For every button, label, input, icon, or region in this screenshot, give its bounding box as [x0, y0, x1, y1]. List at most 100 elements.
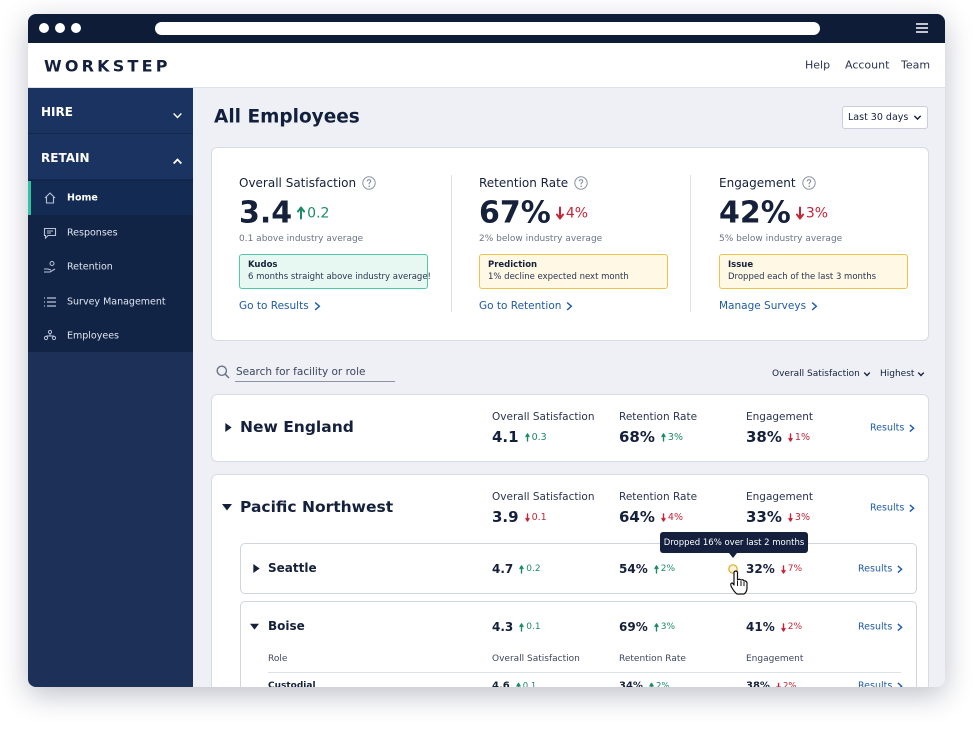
change-arrow — [781, 622, 786, 632]
chevron — [863, 372, 871, 377]
site-card[interactable] — [240, 543, 917, 594]
tooltip: Dropped 16% over last 2 months — [660, 532, 808, 553]
summary-link[interactable]: Manage Surveys — [719, 300, 820, 312]
link-text: Manage Surveys — [719, 300, 807, 312]
change: 4% — [555, 205, 588, 221]
change-text: 0.2 — [307, 205, 330, 221]
tooltip-text: Dropped 16% over last 2 months — [663, 537, 805, 548]
stat: 4.1 0.3 — [492, 428, 547, 446]
stat: 69% 3% — [619, 620, 675, 634]
window-dot — [71, 23, 81, 33]
change: 2% — [781, 622, 802, 632]
address-bar — [155, 22, 820, 35]
sort-select[interactable]: Highest — [880, 369, 925, 379]
metric-label: Overall Satisfaction — [492, 411, 595, 423]
stat: 68% 3% — [619, 428, 683, 446]
change-text: 3% — [794, 511, 810, 523]
help-icon — [574, 176, 588, 190]
site-card[interactable] — [240, 601, 917, 687]
results-link[interactable]: Results — [858, 680, 905, 688]
change-text: 2% — [787, 622, 803, 632]
link-text: Results — [858, 563, 893, 575]
chevron-wrap — [172, 106, 183, 125]
summary-label-text: Retention Rate — [479, 176, 569, 190]
sidebar-item-label: Employees — [67, 330, 119, 342]
metric-label: Overall Satisfaction — [492, 491, 595, 503]
change: 3% — [661, 432, 683, 443]
logo: WORKSTEP — [44, 56, 171, 76]
app-header — [28, 43, 945, 88]
metric-label: Engagement — [746, 491, 813, 503]
stat: 33% 3% — [746, 508, 810, 526]
change: 7% — [781, 564, 802, 574]
results-link[interactable]: Results — [870, 423, 917, 434]
sidebar-section[interactable] — [28, 134, 193, 180]
change: 4% — [661, 512, 683, 523]
metric-label: Retention Rate — [619, 491, 698, 503]
stat-value: 4.3 — [492, 620, 514, 634]
results-link[interactable]: Results — [858, 564, 905, 575]
summary-link[interactable]: Go to Results — [239, 300, 322, 312]
chevron-wrap — [172, 152, 183, 171]
summary-label-text: Engagement — [719, 176, 796, 190]
stat: 64% 4% — [619, 508, 683, 526]
stat-value: 32% — [746, 562, 775, 576]
summary-link[interactable]: Go to Retention — [479, 300, 575, 312]
sidebar-item-label: Responses — [67, 227, 118, 238]
change: 0.1 — [516, 681, 536, 687]
sidebar-item[interactable] — [28, 181, 193, 215]
sidebar-item-label: Home — [67, 192, 98, 204]
results-link[interactable]: Results — [858, 622, 905, 633]
callout-text: 1% decline expected next month — [488, 272, 629, 282]
chevron — [173, 158, 182, 165]
stat: 32% 7% — [746, 562, 802, 576]
stat-value: 4.7 — [492, 562, 514, 576]
change-text: 2% — [782, 681, 797, 687]
nav-link[interactable]: Team — [901, 58, 931, 72]
summary-label-text: Overall Satisfaction — [239, 176, 357, 190]
chevron — [909, 504, 916, 512]
search-underline — [235, 381, 395, 382]
stat-value: 42% — [719, 195, 791, 231]
sidebar-section[interactable] — [28, 88, 193, 134]
sort-select[interactable]: Overall Satisfaction — [772, 369, 871, 379]
change-text: 2% — [660, 564, 676, 574]
metric-label: Engagement — [746, 654, 804, 664]
change-arrow — [297, 206, 306, 220]
stat-value: 33% — [746, 508, 782, 526]
stat-value: 68% — [619, 428, 655, 446]
change-arrow — [788, 432, 793, 442]
stat: 4.3 0.1 — [492, 620, 541, 634]
stat-value: 4.6 — [492, 680, 510, 688]
region-card[interactable] — [211, 394, 929, 462]
chevron — [918, 372, 925, 377]
change-text: 0.2 — [526, 564, 541, 574]
change-arrow — [661, 432, 666, 442]
change-text: 3% — [667, 431, 683, 443]
sidebar-section-label: HIRE — [41, 105, 73, 119]
stat-value: 54% — [619, 562, 648, 576]
metric-label: Overall Satisfaction — [492, 654, 580, 664]
stat-value: 4.1 — [492, 428, 519, 446]
site-name: Boise — [268, 619, 305, 633]
callout — [239, 254, 428, 289]
metric-label: Engagement — [746, 411, 813, 423]
results-link[interactable]: Results — [870, 503, 917, 514]
sidebar-item-label: Retention — [67, 261, 113, 273]
change-text: 0.1 — [531, 511, 547, 523]
change: 1% — [788, 432, 810, 443]
page-title: All Employees — [214, 106, 360, 128]
callout-title: Kudos — [248, 260, 278, 270]
link-text: Results — [858, 680, 893, 688]
metric-label: Retention Rate — [619, 411, 698, 423]
window-dot — [39, 23, 49, 33]
change: 3% — [788, 512, 810, 523]
nav-link[interactable]: Account — [845, 58, 890, 72]
range-select[interactable]: Last 30 days — [842, 106, 928, 129]
change-arrow — [654, 622, 659, 632]
search-input[interactable]: Search for facility or role — [236, 366, 366, 378]
sort-label: Overall Satisfaction — [772, 369, 860, 379]
tooltip-pointer — [729, 552, 737, 558]
nav-link[interactable]: Help — [805, 58, 831, 72]
stat: 38% 2% — [746, 681, 797, 687]
